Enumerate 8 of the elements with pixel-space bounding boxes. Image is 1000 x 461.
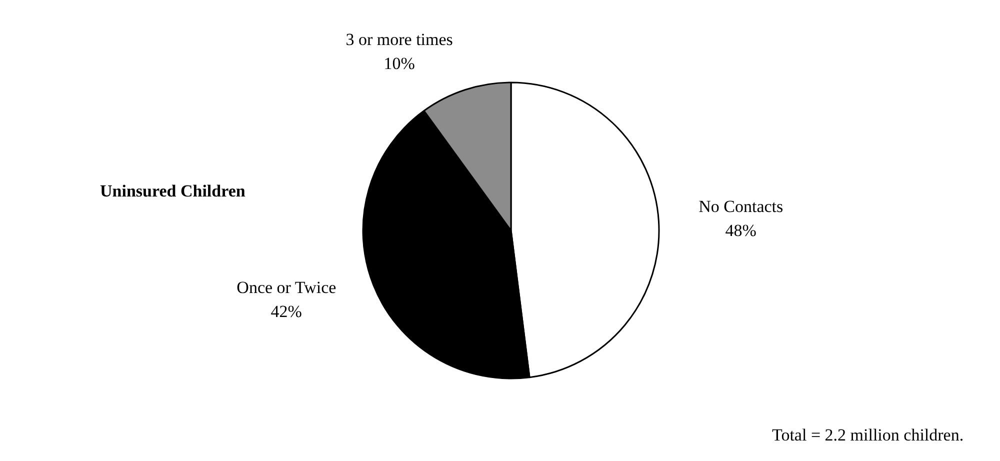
data-label: 48%: [725, 221, 756, 240]
text: Uninsured Children: [100, 181, 246, 200]
data-label: 10%: [384, 54, 415, 74]
text: Total = 2.2 million children.: [772, 425, 964, 444]
slice-label: 3 or more times: [346, 30, 453, 50]
slice-label: No Contacts: [698, 197, 784, 216]
data-label: 42%: [270, 302, 302, 322]
slice-label: Once or Twice: [236, 278, 336, 298]
